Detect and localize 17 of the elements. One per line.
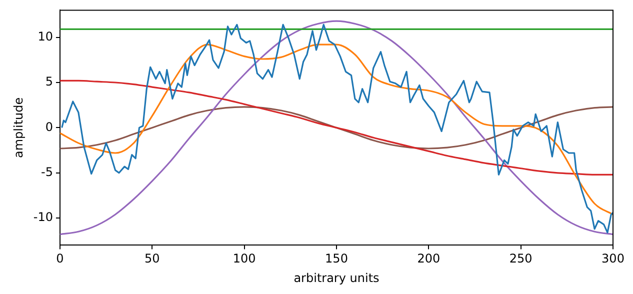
x-tick-label: 150 bbox=[325, 252, 348, 266]
line-series bbox=[60, 44, 613, 216]
x-axis-title: arbitrary units bbox=[294, 270, 380, 285]
x-tick-label: 0 bbox=[56, 252, 64, 266]
x-tick-label: 200 bbox=[417, 252, 440, 266]
x-tick-label: 50 bbox=[144, 252, 160, 266]
y-axis-title: amplitude bbox=[11, 97, 26, 158]
x-tick-label: 250 bbox=[509, 252, 532, 266]
x-tick-label: 100 bbox=[232, 252, 256, 266]
y-tick-label: 0 bbox=[45, 120, 53, 134]
line-series bbox=[60, 80, 613, 176]
y-tick-label: -10 bbox=[33, 210, 53, 224]
y-tick-label: 5 bbox=[45, 74, 53, 89]
line-series bbox=[60, 106, 613, 150]
y-tick-label: -5 bbox=[41, 165, 53, 180]
y-tick-label: 10 bbox=[38, 29, 53, 44]
x-tick-label: 300 bbox=[602, 252, 624, 266]
